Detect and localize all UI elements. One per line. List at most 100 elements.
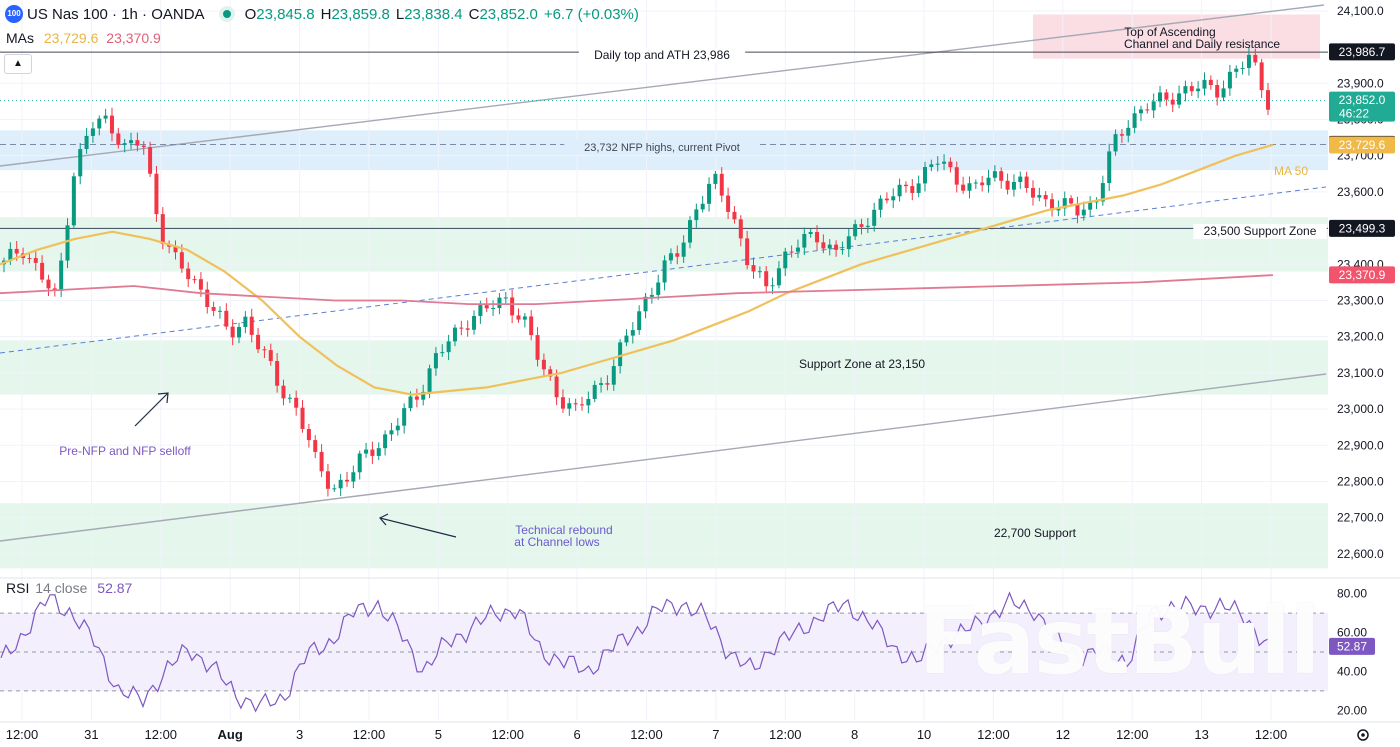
annotation-label: at Channel lows xyxy=(514,535,599,549)
candle-body xyxy=(827,244,832,249)
price-label-bg xyxy=(1329,136,1395,154)
candle-body xyxy=(789,251,794,253)
candle-body xyxy=(1037,195,1042,198)
arrow-icon xyxy=(379,517,457,538)
candle-body xyxy=(834,244,839,250)
rsi-value: 52.87 xyxy=(97,580,133,596)
candle-body xyxy=(541,359,546,370)
candle-body xyxy=(903,184,908,187)
candle-body xyxy=(402,408,407,426)
x-tick-label: 12:00 xyxy=(6,727,39,742)
candle-body xyxy=(59,260,64,291)
ma50-line xyxy=(0,143,1274,396)
candle-body xyxy=(459,327,464,329)
candle-body xyxy=(395,425,400,431)
candle-body xyxy=(872,209,877,226)
symbol-title[interactable]: US Nas 100 · 1h · OANDA xyxy=(27,6,205,23)
candle-body xyxy=(8,248,13,261)
candle-body xyxy=(383,434,388,449)
candle-body xyxy=(560,397,565,409)
annotation-label: Top of Ascending xyxy=(1124,25,1215,39)
rsi-value-label-bg xyxy=(1329,637,1375,655)
candle-body xyxy=(687,220,692,243)
watermark: FastBull xyxy=(918,588,1321,695)
annotation-label: Support Zone at 23,150 xyxy=(799,357,925,371)
arrow-icon xyxy=(134,392,169,427)
candle-body xyxy=(141,145,146,148)
candle-body xyxy=(1266,90,1270,110)
candle-body xyxy=(865,225,870,227)
annotation-label: Channel and Daily resistance xyxy=(1124,37,1280,51)
candle-body xyxy=(611,366,616,385)
price-label: 23,370.9 xyxy=(1339,268,1386,282)
collapse-legend-button[interactable]: ▲ xyxy=(4,54,32,74)
candles xyxy=(2,46,1270,497)
candle-body xyxy=(186,268,191,280)
candle-body xyxy=(129,140,134,144)
candle-body xyxy=(802,233,807,248)
candle-body xyxy=(1050,199,1055,211)
price-label-bg xyxy=(1329,91,1395,122)
candle-body xyxy=(1138,109,1143,114)
x-tick-label: 10 xyxy=(917,727,931,742)
close-value: 23,852.0 xyxy=(479,6,538,23)
annotation-label: Technical rebound xyxy=(515,523,612,537)
candle-body xyxy=(465,328,470,330)
rsi-tick-label: 60.00 xyxy=(1337,626,1367,640)
candle-body xyxy=(243,316,248,327)
candle-body xyxy=(897,184,902,197)
candle-body xyxy=(122,143,127,145)
candle-body xyxy=(294,397,299,408)
annotation-label: 23,732 NFP highs, current Pivot xyxy=(584,142,740,154)
candle-body xyxy=(1177,93,1182,105)
candle-body xyxy=(1081,209,1086,216)
ma-legend[interactable]: MAs 23,729.6 23,370.9 xyxy=(6,30,161,46)
ma200-value: 23,370.9 xyxy=(106,30,161,46)
open-label: O xyxy=(244,6,257,23)
candle-body xyxy=(529,316,534,336)
candle-body xyxy=(840,249,845,251)
candle-body xyxy=(344,479,349,482)
change-value: +6.7 (+0.03%) xyxy=(543,6,639,23)
candle-body xyxy=(446,341,451,353)
candle-body xyxy=(516,315,521,320)
candle-body xyxy=(1208,79,1213,86)
candle-body xyxy=(287,397,292,399)
candle-body xyxy=(707,183,712,204)
candle-body xyxy=(986,177,991,186)
candle-body xyxy=(770,285,775,287)
candle-body xyxy=(961,184,966,191)
candle-body xyxy=(815,232,820,243)
candle-body xyxy=(567,403,572,409)
candle-body xyxy=(237,326,242,338)
rsi-tick-label: 40.00 xyxy=(1337,664,1367,678)
candle-body xyxy=(1170,99,1175,105)
candle-body xyxy=(484,305,489,309)
candle-body xyxy=(71,176,76,226)
candle-body xyxy=(173,246,178,253)
rsi-legend[interactable]: RSI 14 close 52.87 xyxy=(6,580,132,596)
candle-body xyxy=(90,128,95,136)
candle-body xyxy=(580,404,585,406)
x-tick-label: 12:00 xyxy=(977,727,1010,742)
y-tick-label: 22,800.0 xyxy=(1337,474,1384,488)
annotation-bg xyxy=(564,140,760,155)
candle-body xyxy=(97,118,102,129)
candle-body xyxy=(1069,198,1074,204)
x-tick-label: 8 xyxy=(851,727,858,742)
price-label-bg xyxy=(1329,219,1395,237)
candle-body xyxy=(935,163,940,165)
candle-body xyxy=(618,342,623,367)
candle-body xyxy=(535,335,540,360)
candle-body xyxy=(1100,183,1105,202)
candle-body xyxy=(84,135,89,150)
candle-body xyxy=(135,140,140,146)
high-label: H xyxy=(320,6,332,23)
candle-body xyxy=(929,164,934,168)
candle-body xyxy=(192,279,197,281)
candle-body xyxy=(999,171,1004,181)
candle-body xyxy=(599,383,604,385)
candle-body xyxy=(351,472,356,482)
annotation-label: Pre-NFP and NFP selloff xyxy=(59,444,191,458)
